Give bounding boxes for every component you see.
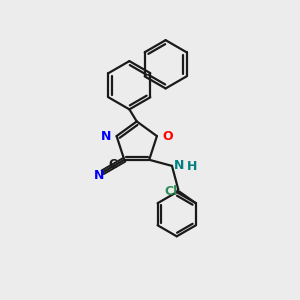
Text: C: C: [109, 158, 118, 171]
Text: N: N: [173, 159, 184, 172]
Text: N: N: [94, 169, 104, 182]
Text: N: N: [101, 130, 112, 142]
Text: Cl: Cl: [164, 184, 178, 198]
Text: O: O: [162, 130, 172, 142]
Text: H: H: [187, 160, 197, 173]
